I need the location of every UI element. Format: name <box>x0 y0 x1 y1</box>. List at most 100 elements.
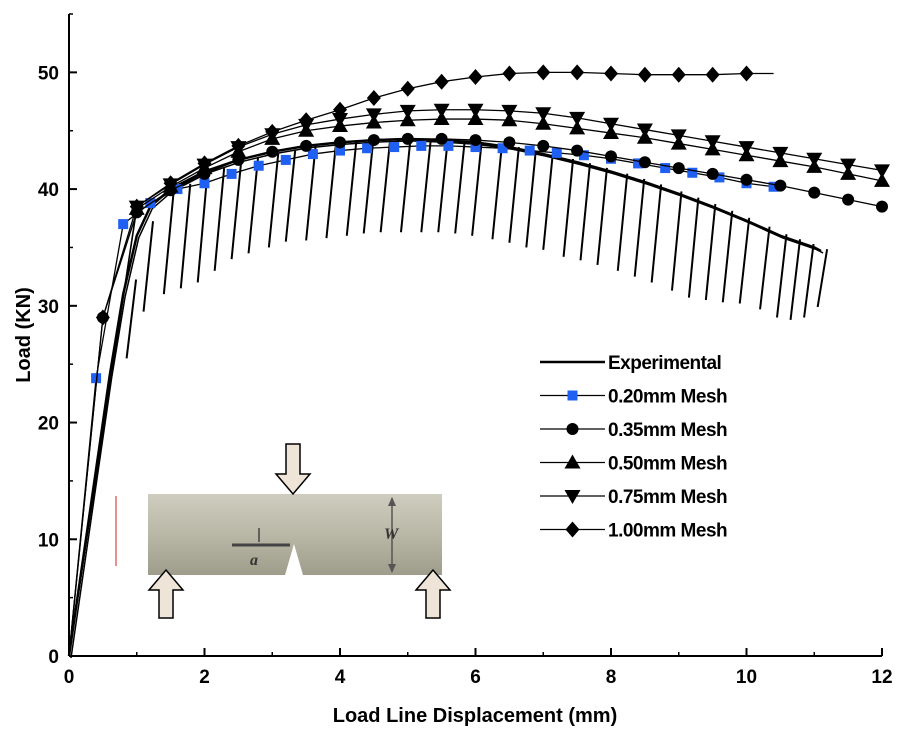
width-arrow-bottom <box>388 564 396 573</box>
data-point <box>362 143 373 154</box>
data-point <box>840 165 857 180</box>
data-point <box>231 137 246 154</box>
data-point <box>840 158 857 173</box>
data-point <box>535 107 552 122</box>
data-point <box>569 120 586 135</box>
y-tick-label: 10 <box>38 530 59 551</box>
unloading-cycle-line <box>471 142 483 236</box>
data-point <box>470 142 481 153</box>
x-tick-label: 12 <box>871 667 892 688</box>
data-point <box>536 64 551 81</box>
crack-length-label: a <box>250 552 258 569</box>
data-point <box>704 135 721 150</box>
data-point <box>570 64 585 81</box>
unloading-cycle-line <box>704 203 717 301</box>
data-point <box>874 164 890 179</box>
unloading-cycle-line <box>759 226 771 310</box>
data-point <box>399 104 416 119</box>
data-point <box>333 101 347 118</box>
data-point <box>738 141 755 156</box>
unloading-cycle-line <box>213 167 226 271</box>
unloading-cycle-line <box>142 221 155 312</box>
data-point <box>468 69 483 86</box>
series-0-35mm-mesh <box>68 132 888 657</box>
data-point <box>389 142 400 153</box>
data-point <box>774 179 787 192</box>
data-point <box>603 125 619 140</box>
unloading-cycle-line <box>379 139 392 233</box>
data-point <box>332 113 348 128</box>
width-arrow-top <box>388 497 396 506</box>
unloading-cycle-line <box>650 184 663 283</box>
unloading-cycle-line <box>562 158 575 257</box>
unloading-cycle-line <box>525 150 537 248</box>
unloading-cycle-line <box>596 167 608 266</box>
width-label: W <box>384 526 400 543</box>
data-point <box>199 178 210 189</box>
data-point <box>637 66 652 83</box>
data-point <box>365 108 382 123</box>
x-axis-title: Load Line Displacement (mm) <box>333 705 618 727</box>
data-point <box>433 103 450 118</box>
unloading-cycle-line <box>247 157 260 254</box>
unloading-cycle-line <box>345 141 358 236</box>
data-point <box>300 139 313 152</box>
series-line <box>68 71 774 657</box>
unloading-cycle-line <box>687 197 700 298</box>
data-point <box>307 149 318 160</box>
legend-label: 0.35mm Mesh <box>608 420 727 441</box>
data-point <box>501 112 518 127</box>
data-point <box>660 163 671 174</box>
y-axis-title: Load (KN) <box>13 287 35 383</box>
data-point <box>768 181 779 192</box>
unloading-cycle-line <box>284 149 297 242</box>
unloading-cycle-line <box>125 279 138 359</box>
y-tick-label: 0 <box>48 647 59 668</box>
unloading-cycle-line <box>616 173 629 271</box>
data-point <box>299 112 314 129</box>
unloading-cycle-line <box>803 243 815 318</box>
data-point <box>280 154 291 165</box>
unloading-cycle-line <box>542 153 554 250</box>
data-point <box>497 143 508 154</box>
series-1-00mm-mesh <box>68 64 774 657</box>
data-point <box>603 117 619 132</box>
unloading-cycle-line <box>196 174 209 283</box>
data-point <box>467 111 484 126</box>
left-support-arrow <box>147 568 185 619</box>
x-tick-label: 4 <box>335 667 346 688</box>
series-line <box>68 138 883 657</box>
data-point <box>172 184 183 195</box>
legend-marker <box>567 390 578 401</box>
data-point <box>435 132 448 145</box>
legend-item: 0.75mm Mesh <box>540 487 728 508</box>
data-point <box>503 136 516 149</box>
legend-label: 0.75mm Mesh <box>608 487 727 508</box>
data-point <box>605 150 617 163</box>
data-point <box>636 123 653 138</box>
data-point <box>401 132 414 145</box>
data-point <box>672 162 685 175</box>
data-point <box>571 144 584 157</box>
specimen-notch <box>285 544 303 575</box>
data-point <box>443 140 454 151</box>
right-support-arrow <box>414 568 452 619</box>
unloading-cycle-line <box>399 139 412 233</box>
unloading-cycle-line <box>162 194 175 295</box>
series-line <box>68 109 883 657</box>
data-point <box>740 173 753 186</box>
data-point <box>502 65 517 82</box>
data-point <box>705 66 720 83</box>
data-point <box>467 103 484 118</box>
unloading-cycle-line <box>179 183 192 289</box>
data-point <box>434 73 449 90</box>
legend-label: 0.20mm Mesh <box>608 387 727 408</box>
unloading-cycle-line <box>454 140 466 234</box>
data-point <box>335 145 345 156</box>
data-point <box>671 66 686 83</box>
y-tick-label: 50 <box>38 63 59 84</box>
legend-marker <box>564 490 581 504</box>
data-point <box>551 147 562 158</box>
x-tick-label: 2 <box>199 667 210 688</box>
legend-item: 1.00mm Mesh <box>540 521 728 542</box>
